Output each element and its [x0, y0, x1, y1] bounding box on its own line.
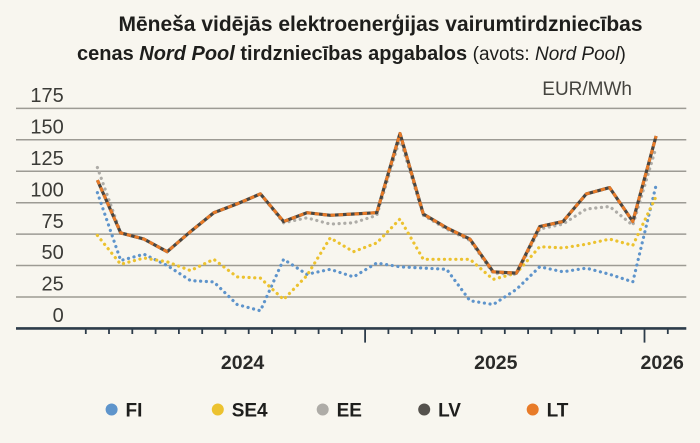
svg-text:SE4: SE4: [232, 400, 268, 421]
svg-text:2026: 2026: [641, 352, 685, 374]
svg-text:2024: 2024: [221, 352, 265, 374]
svg-text:Mēneša vidējās elektroenerģija: Mēneša vidējās elektroenerģijas vairumti…: [118, 13, 642, 36]
svg-text:FI: FI: [126, 400, 143, 421]
svg-text:125: 125: [30, 148, 63, 170]
svg-text:175: 175: [30, 85, 63, 107]
svg-text:50: 50: [42, 242, 64, 264]
svg-text:100: 100: [30, 179, 63, 201]
svg-text:2025: 2025: [474, 352, 518, 374]
svg-text:EUR/MWh: EUR/MWh: [542, 79, 632, 100]
svg-text:cenas Nord Pool tirdzniecības: cenas Nord Pool tirdzniecības apgabalos …: [77, 43, 626, 65]
svg-text:0: 0: [53, 305, 64, 327]
svg-text:LT: LT: [547, 400, 569, 421]
svg-text:LV: LV: [438, 400, 461, 421]
svg-text:EE: EE: [337, 400, 362, 421]
svg-text:150: 150: [30, 117, 63, 139]
svg-text:75: 75: [42, 211, 64, 233]
svg-text:25: 25: [42, 274, 64, 296]
